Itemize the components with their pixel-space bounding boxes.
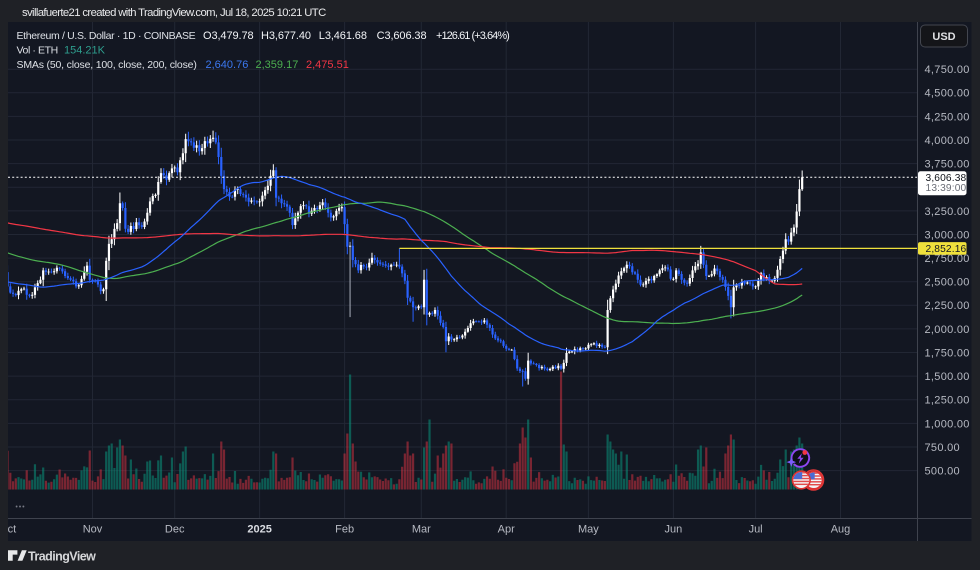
svg-text:4,000.00: 4,000.00 [925, 135, 970, 147]
svg-text:2,500.00: 2,500.00 [925, 277, 970, 289]
svg-text:Oct: Oct [0, 524, 16, 536]
svg-text:Jun: Jun [665, 524, 683, 536]
svg-text:3,250.00: 3,250.00 [925, 206, 970, 218]
svg-text:2025: 2025 [247, 524, 271, 536]
svg-text:500.00: 500.00 [925, 466, 960, 478]
svg-text:Vol · ETH: Vol · ETH [17, 45, 58, 57]
svg-text:1,250.00: 1,250.00 [925, 395, 970, 407]
svg-text:1,000.00: 1,000.00 [925, 418, 970, 430]
svg-text:Aug: Aug [831, 524, 851, 536]
svg-text:Nov: Nov [83, 524, 103, 536]
svg-text:2,750.00: 2,750.00 [925, 253, 970, 265]
svg-text:Feb: Feb [335, 524, 354, 536]
svg-text:Ethereum / U.S. Dollar · 1D ·: Ethereum / U.S. Dollar · 1D · COINBASE [17, 30, 196, 42]
svg-text:Dec: Dec [165, 524, 185, 536]
svg-text:TradingView: TradingView [28, 550, 96, 564]
svg-text:2,359.17: 2,359.17 [256, 59, 299, 71]
svg-text:SMAs (50, close, 100, close, 2: SMAs (50, close, 100, close, 200, close) [17, 59, 197, 71]
svg-text:2,852.16: 2,852.16 [926, 244, 967, 255]
svg-text:2,250.00: 2,250.00 [925, 300, 970, 312]
svg-text:4,750.00: 4,750.00 [925, 64, 970, 76]
svg-text:+126.61 (+3.64%): +126.61 (+3.64%) [436, 30, 509, 42]
svg-text:3,606.38: 3,606.38 [926, 173, 967, 184]
svg-text:4,250.00: 4,250.00 [925, 111, 970, 123]
svg-text:Apr: Apr [498, 524, 515, 536]
svg-text:L3,461.68: L3,461.68 [319, 30, 367, 42]
svg-text:1,500.00: 1,500.00 [925, 371, 970, 383]
svg-text:3,000.00: 3,000.00 [925, 229, 970, 241]
svg-text:O3,479.78: O3,479.78 [203, 30, 253, 42]
svg-text:2,640.76: 2,640.76 [206, 59, 249, 71]
svg-text:C3,606.38: C3,606.38 [377, 30, 427, 42]
svg-text:svillafuerte21 created with Tr: svillafuerte21 created with TradingView.… [22, 7, 326, 19]
svg-text:Jul: Jul [749, 524, 763, 536]
svg-text:1,750.00: 1,750.00 [925, 347, 970, 359]
svg-text:H3,677.40: H3,677.40 [261, 30, 311, 42]
svg-text:May: May [578, 524, 599, 536]
svg-text:Mar: Mar [412, 524, 431, 536]
svg-text:3,750.00: 3,750.00 [925, 159, 970, 171]
svg-text:2,475.51: 2,475.51 [306, 59, 349, 71]
svg-text:750.00: 750.00 [925, 442, 960, 454]
svg-text:2,000.00: 2,000.00 [925, 324, 970, 336]
svg-text:4,500.00: 4,500.00 [925, 88, 970, 100]
svg-text:USD: USD [932, 31, 955, 43]
svg-text:13:39:00: 13:39:00 [926, 183, 967, 194]
svg-text:154.21K: 154.21K [64, 45, 106, 57]
